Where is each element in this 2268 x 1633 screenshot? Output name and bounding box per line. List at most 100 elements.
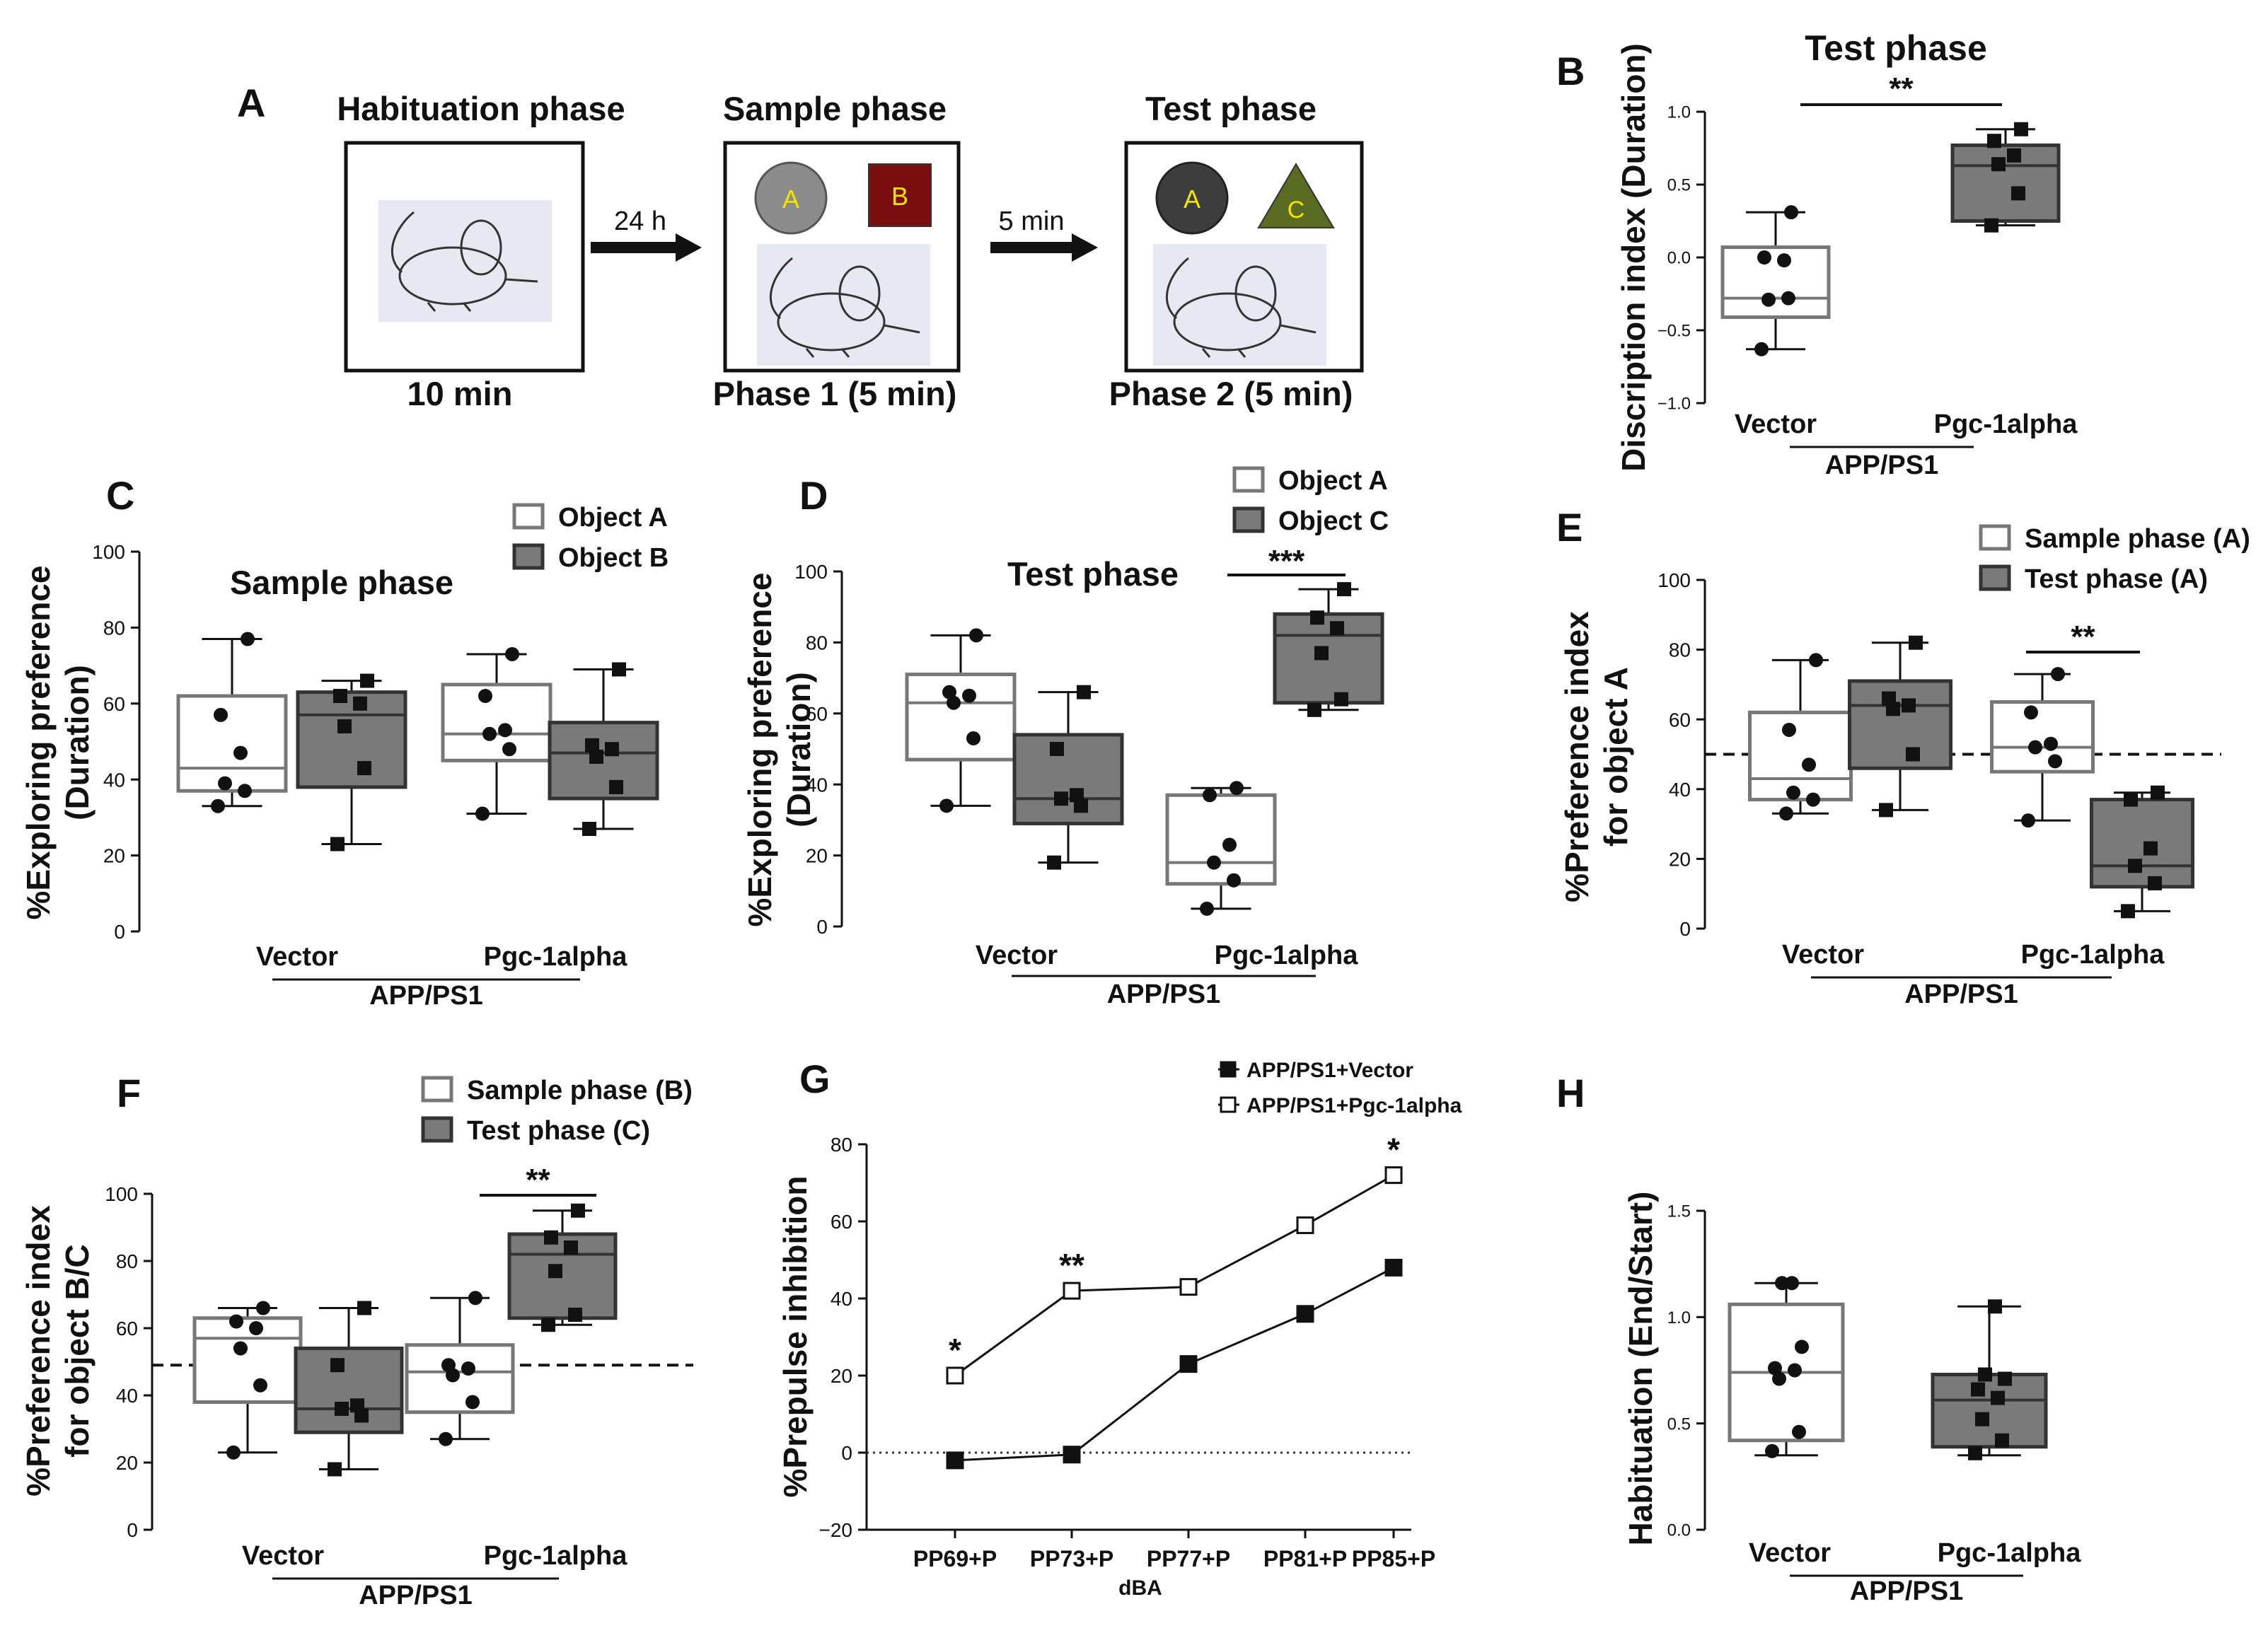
data-point (585, 738, 599, 752)
test-object-c-label: C (1288, 197, 1305, 223)
data-point (605, 742, 619, 757)
x-tick-label: PP85+P (1352, 1546, 1435, 1571)
data-point (328, 1462, 342, 1477)
x-tick-label: PP81+P (1263, 1546, 1347, 1571)
data-point (1809, 653, 1823, 668)
data-point (337, 719, 352, 734)
data-point (1765, 1443, 1779, 1458)
mouse-image-3 (1153, 244, 1326, 366)
legend-label: APP/PS1+Pgc-1alpha (1246, 1094, 1462, 1117)
group-label: Vector (1749, 1538, 1831, 1568)
box (1720, 245, 1831, 319)
data-point (2014, 122, 2028, 136)
significance-label: ** (1059, 1247, 1084, 1284)
data-point (564, 1240, 578, 1255)
y-tick-label: 80 (116, 1250, 138, 1272)
legend-label: Object C (1278, 506, 1389, 536)
sample-object-a-label: A (782, 185, 799, 214)
box (1950, 143, 2061, 223)
test-box (1124, 141, 1364, 373)
data-point (946, 1451, 964, 1470)
data-point (1230, 781, 1244, 796)
data-point (249, 1321, 263, 1335)
group-label: Vector (976, 941, 1058, 970)
data-point (1909, 635, 1923, 650)
box (1990, 700, 2095, 774)
significance-label: ** (2071, 620, 2095, 654)
test-object-a-label: A (1184, 185, 1200, 214)
data-point (1227, 873, 1241, 888)
arrow-2-head (1072, 233, 1098, 262)
legend-label: Object B (558, 543, 669, 573)
chart-g: −20 0 20 40 60 80 PP69+P PP73+P PP77+P PP81+P PP85… (777, 1059, 1462, 1600)
x-axis-label: dBA (1118, 1576, 1162, 1600)
group-label: Pgc-1alpha (484, 942, 628, 972)
data-point (1998, 1371, 2012, 1386)
panel-letter-a: A (237, 81, 265, 125)
data-point (214, 707, 228, 722)
data-point (568, 1308, 582, 1322)
y-tick-label: 60 (1669, 709, 1691, 731)
y-axis-label: for object B/C (59, 1244, 96, 1458)
y-tick-label: 80 (831, 1134, 852, 1156)
y-tick-label: 40 (103, 769, 125, 791)
box (1931, 1373, 2048, 1449)
habituation-box (344, 141, 585, 373)
data-point (1806, 792, 1820, 807)
data-point (1384, 1166, 1403, 1185)
data-point (468, 1291, 482, 1306)
group-caption: APP/PS1 (359, 1581, 473, 1610)
data-point (612, 662, 626, 677)
group-caption: APP/PS1 (1904, 980, 2018, 1009)
data-point (2128, 859, 2142, 873)
data-point (1777, 253, 1791, 268)
y-tick-label: 0.0 (1667, 1521, 1691, 1540)
y-tick-label: 20 (831, 1365, 852, 1387)
legend-label: Sample phase (A) (2025, 524, 2250, 554)
y-tick-label: 60 (103, 693, 125, 715)
x-tick-label: PP73+P (1030, 1546, 1113, 1571)
data-point (1988, 1299, 2002, 1314)
y-tick-label: 60 (116, 1318, 138, 1339)
series-line (954, 1174, 1394, 1377)
y-axis-label: (Duration) (59, 665, 96, 820)
data-point (1314, 646, 1329, 661)
chart-title: Test phase (1805, 28, 1987, 68)
data-point (1047, 855, 1061, 870)
y-tick-label: 20 (1669, 848, 1691, 870)
box (905, 673, 1017, 762)
data-point (1784, 205, 1798, 220)
legend-swatch (1232, 466, 1265, 493)
data-point (1050, 742, 1064, 756)
data-point (1991, 1390, 2005, 1405)
y-tick-label: 1.0 (1667, 103, 1691, 122)
data-point (1384, 1258, 1403, 1277)
chart-title: Sample phase (230, 564, 453, 601)
significance-label: ** (526, 1163, 550, 1197)
y-tick-label: 80 (806, 632, 828, 653)
data-point (478, 689, 492, 704)
box (1848, 679, 1952, 770)
data-point (335, 1402, 349, 1416)
data-point (502, 742, 516, 757)
data-point (2007, 148, 2021, 163)
panel-letter-e: E (1556, 505, 1583, 550)
data-point (589, 749, 603, 764)
data-point (544, 1230, 558, 1245)
group-label: Vector (1735, 409, 1817, 439)
group-label: Pgc-1alpha (484, 1541, 628, 1571)
data-point (939, 798, 954, 813)
legend-swatch (1979, 524, 2011, 551)
sample-object-b-label: B (891, 182, 908, 211)
legend-marker (1220, 1096, 1237, 1113)
data-point (465, 1395, 480, 1410)
data-point (1337, 582, 1351, 597)
panel-letter-g: G (799, 1057, 831, 1101)
significance-label: * (1387, 1132, 1400, 1168)
legend-label: APP/PS1+Vector (1246, 1059, 1413, 1082)
group-label: Pgc-1alpha (1938, 1538, 2082, 1568)
group-label: Pgc-1alpha (1215, 941, 1359, 970)
panel-letter-h: H (1556, 1071, 1585, 1115)
data-point (1054, 791, 1068, 806)
